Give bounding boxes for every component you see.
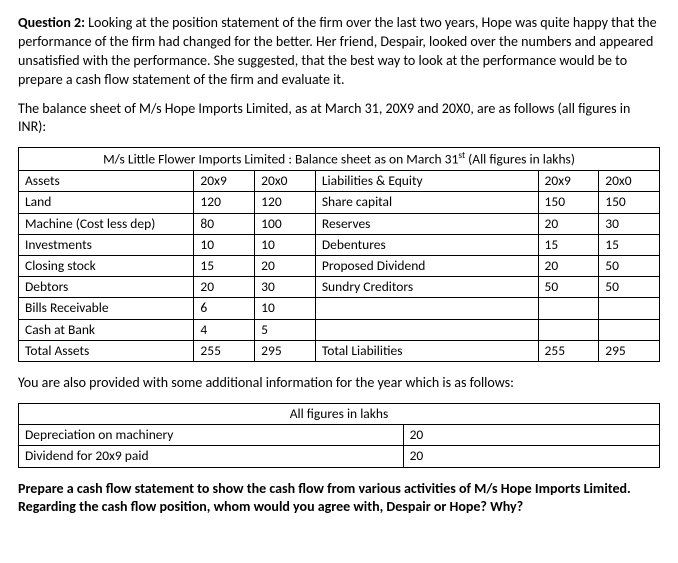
table-row: Closing stock1520Proposed Dividend2050: [19, 255, 660, 276]
cell: Dividend for 20x9 paid: [19, 446, 404, 467]
cell: Sundry Creditors: [315, 277, 538, 298]
cell: 50: [599, 277, 660, 298]
cell: 50: [538, 277, 599, 298]
cell: [599, 319, 660, 340]
cell: Investments: [19, 234, 194, 255]
cell: 6: [194, 298, 255, 319]
question-label: Question 2:: [18, 14, 85, 31]
cell: Closing stock: [19, 255, 194, 276]
cell: Bills Receivable: [19, 298, 194, 319]
cell: Total Assets: [19, 340, 194, 361]
hdr-y2: 20x0: [255, 171, 316, 192]
cell: 5: [255, 319, 316, 340]
cell: Machine (Cost less dep): [19, 213, 194, 234]
table-row: Debtors2030Sundry Creditors5050: [19, 277, 660, 298]
hdr-y3: 20x9: [538, 171, 599, 192]
question-text: Looking at the position statement of the…: [18, 14, 657, 88]
cell: 20: [194, 277, 255, 298]
cell: Cash at Bank: [19, 319, 194, 340]
table-row: Dividend for 20x9 paid20: [19, 446, 660, 467]
cell: 20: [538, 213, 599, 234]
cell: 255: [538, 340, 599, 361]
cell: Land: [19, 192, 194, 213]
cell: 50: [599, 255, 660, 276]
cell: [599, 298, 660, 319]
cell: 30: [255, 277, 316, 298]
additional-intro: You are also provided with some addition…: [18, 374, 660, 393]
cell: 20: [403, 425, 659, 446]
balance-header-row: Assets 20x9 20x0 Liabilities & Equity 20…: [19, 171, 660, 192]
balance-title: M/s Little Flower Imports Limited : Bala…: [103, 151, 458, 168]
cell: Debtors: [19, 277, 194, 298]
table-row: Bills Receivable610: [19, 298, 660, 319]
cell: 150: [599, 192, 660, 213]
hdr-y4: 20x0: [599, 171, 660, 192]
cell: 80: [194, 213, 255, 234]
cell: 20: [403, 446, 659, 467]
cell: [538, 319, 599, 340]
cell: 100: [255, 213, 316, 234]
cell: [315, 319, 538, 340]
cell: [538, 298, 599, 319]
additional-header: All figures in lakhs: [19, 403, 660, 424]
cell: 150: [538, 192, 599, 213]
cell: 295: [255, 340, 316, 361]
balance-sheet-table: M/s Little Flower Imports Limited : Bala…: [18, 147, 660, 362]
cell: 10: [255, 234, 316, 255]
cell: 10: [194, 234, 255, 255]
question-intro: Question 2: Looking at the position stat…: [18, 14, 660, 90]
cell: Debentures: [315, 234, 538, 255]
cell: 15: [194, 255, 255, 276]
table-row: Depreciation on machinery20: [19, 425, 660, 446]
table-row: Cash at Bank45: [19, 319, 660, 340]
total-row: Total Assets255295Total Liabilities25529…: [19, 340, 660, 361]
cell: 15: [599, 234, 660, 255]
cell: 120: [194, 192, 255, 213]
cell: 120: [255, 192, 316, 213]
balance-title-cell: M/s Little Flower Imports Limited : Bala…: [19, 148, 660, 171]
cell: Depreciation on machinery: [19, 425, 404, 446]
task-text: Prepare a cash flow statement to show th…: [18, 480, 660, 518]
cell: Total Liabilities: [315, 340, 538, 361]
cell: Share capital: [315, 192, 538, 213]
cell: 10: [255, 298, 316, 319]
cell: Reserves: [315, 213, 538, 234]
hdr-y1: 20x9: [194, 171, 255, 192]
table-row: Investments1010Debentures1515: [19, 234, 660, 255]
cell: [315, 298, 538, 319]
additional-table: All figures in lakhs Depreciation on mac…: [18, 403, 660, 468]
hdr-liab: Liabilities & Equity: [315, 171, 538, 192]
hdr-assets: Assets: [19, 171, 194, 192]
table-row: Land120120Share capital150150: [19, 192, 660, 213]
cell: 20: [538, 255, 599, 276]
cell: 255: [194, 340, 255, 361]
balance-intro: The balance sheet of M/s Hope Imports Li…: [18, 100, 660, 138]
cell: 295: [599, 340, 660, 361]
balance-title-tail: (All figures in lakhs): [465, 151, 575, 168]
cell: 15: [538, 234, 599, 255]
cell: 4: [194, 319, 255, 340]
cell: 20: [255, 255, 316, 276]
cell: Proposed Dividend: [315, 255, 538, 276]
table-row: Machine (Cost less dep)80100Reserves2030: [19, 213, 660, 234]
cell: 30: [599, 213, 660, 234]
